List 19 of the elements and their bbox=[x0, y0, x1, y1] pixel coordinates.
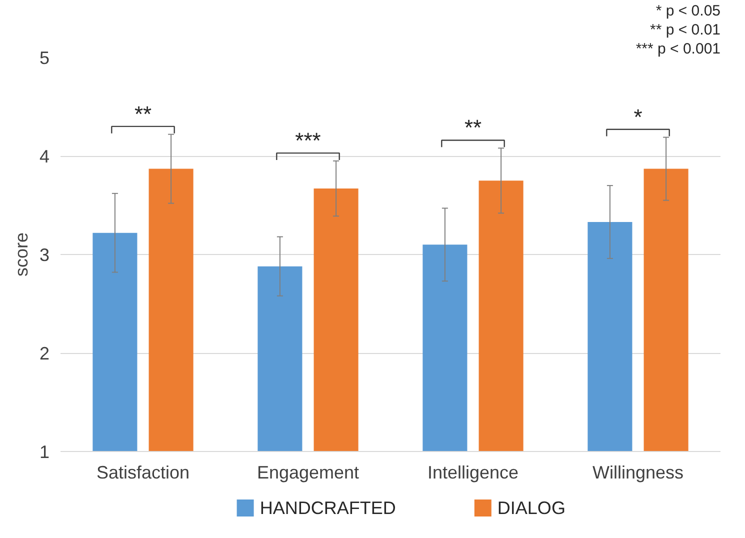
x-tick-label: Willingness bbox=[592, 462, 684, 482]
y-tick-label: 4 bbox=[39, 146, 50, 166]
text: * p < 0.05 bbox=[656, 2, 721, 20]
x-tick-label: Intelligence bbox=[427, 462, 519, 482]
text: *** p < 0.001 bbox=[636, 40, 721, 58]
legend-label: DIALOG bbox=[497, 498, 566, 518]
y-tick-label: 3 bbox=[39, 245, 50, 265]
y-tick-label: 5 bbox=[39, 48, 50, 68]
annotation: ** bbox=[464, 115, 482, 140]
text: ** p < 0.01 bbox=[650, 22, 721, 38]
legend-label: HANDCRAFTED bbox=[260, 498, 396, 518]
annotation: ** bbox=[134, 101, 152, 126]
y-tick-label: 1 bbox=[39, 442, 50, 462]
x-tick-label: Engagement bbox=[256, 462, 360, 482]
annotation: * bbox=[634, 104, 643, 130]
y-tick-label: 2 bbox=[39, 344, 50, 364]
x-tick-label: Satisfaction bbox=[96, 462, 190, 482]
annotation: *** bbox=[295, 128, 322, 154]
y-axis-title: score bbox=[11, 232, 32, 277]
